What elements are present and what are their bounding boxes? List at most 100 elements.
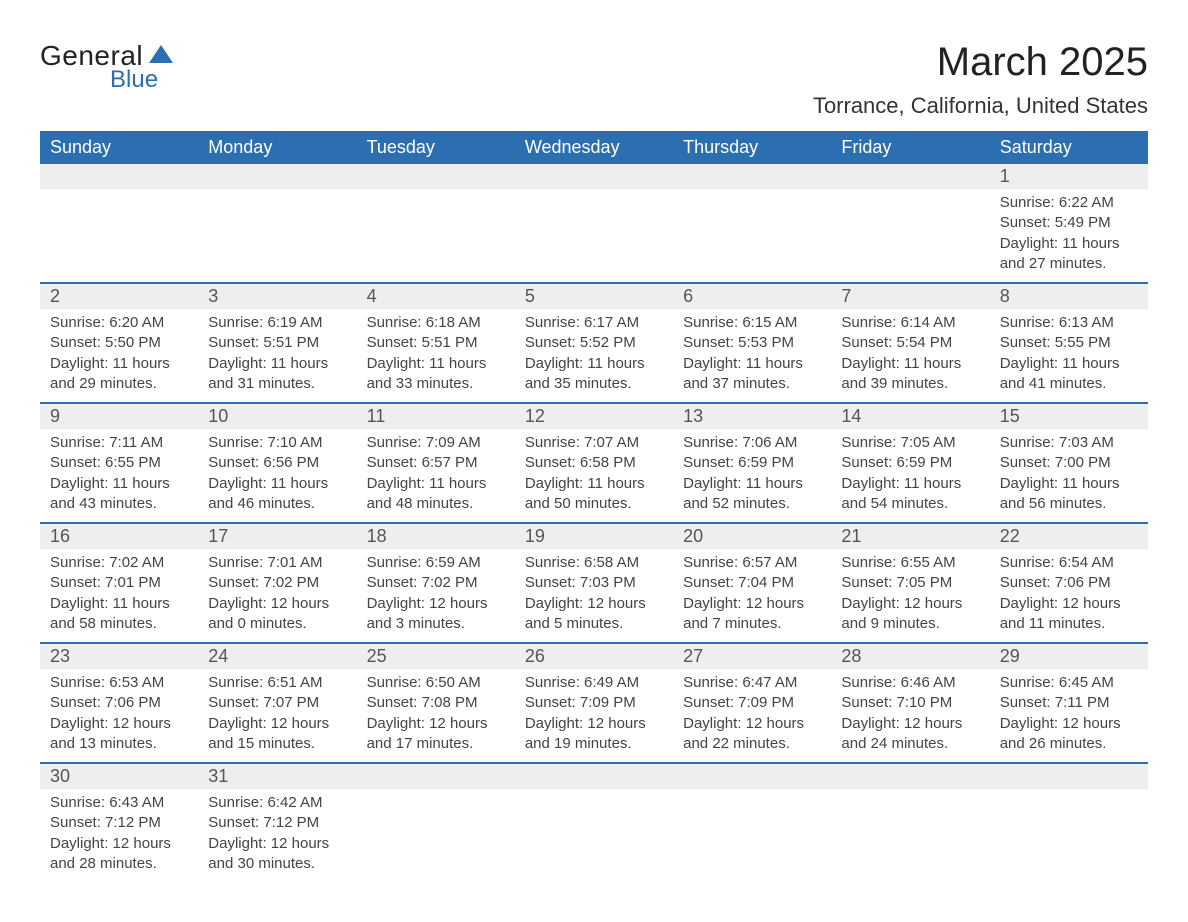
sunrise-line: Sunrise: 6:57 AM [683,553,821,573]
day-data-cell [831,789,989,882]
sunrise-line: Sunrise: 6:15 AM [683,313,821,333]
weekday-header: Wednesday [515,131,673,164]
day-number-cell [515,164,673,189]
sunset-line: Sunset: 5:51 PM [367,333,505,353]
daylight-line: Daylight: 11 hours and 52 minutes. [683,474,821,515]
day-number-cell: 1 [990,164,1148,189]
day-data-cell: Sunrise: 7:11 AMSunset: 6:55 PMDaylight:… [40,429,198,523]
sunset-line: Sunset: 7:02 PM [208,573,346,593]
daylight-line: Daylight: 12 hours and 26 minutes. [1000,714,1138,755]
sunrise-line: Sunrise: 7:09 AM [367,433,505,453]
sunrise-line: Sunrise: 6:50 AM [367,673,505,693]
daylight-line: Daylight: 12 hours and 11 minutes. [1000,594,1138,635]
day-data-cell: Sunrise: 7:06 AMSunset: 6:59 PMDaylight:… [673,429,831,523]
sunrise-line: Sunrise: 6:55 AM [841,553,979,573]
day-number-cell: 23 [40,643,198,669]
sunrise-line: Sunrise: 6:13 AM [1000,313,1138,333]
daylight-line: Daylight: 11 hours and 37 minutes. [683,354,821,395]
sunset-line: Sunset: 7:03 PM [525,573,663,593]
day-number-cell: 18 [357,523,515,549]
daylight-line: Daylight: 11 hours and 35 minutes. [525,354,663,395]
sunset-line: Sunset: 7:01 PM [50,573,188,593]
day-data-cell [831,189,989,283]
sunrise-line: Sunrise: 6:49 AM [525,673,663,693]
day-number-cell [357,763,515,789]
sunrise-line: Sunrise: 6:46 AM [841,673,979,693]
day-number-cell: 27 [673,643,831,669]
sunrise-line: Sunrise: 6:18 AM [367,313,505,333]
sunset-line: Sunset: 7:05 PM [841,573,979,593]
sunrise-line: Sunrise: 6:51 AM [208,673,346,693]
day-number-row: 23242526272829 [40,643,1148,669]
day-number-cell: 19 [515,523,673,549]
sunset-line: Sunset: 7:11 PM [1000,693,1138,713]
daylight-line: Daylight: 12 hours and 15 minutes. [208,714,346,755]
day-number-cell: 11 [357,403,515,429]
day-number-cell: 12 [515,403,673,429]
day-data-cell: Sunrise: 6:51 AMSunset: 7:07 PMDaylight:… [198,669,356,763]
day-number-cell: 14 [831,403,989,429]
daylight-line: Daylight: 11 hours and 46 minutes. [208,474,346,515]
sunrise-line: Sunrise: 6:14 AM [841,313,979,333]
sunrise-line: Sunrise: 6:17 AM [525,313,663,333]
day-data-cell: Sunrise: 7:05 AMSunset: 6:59 PMDaylight:… [831,429,989,523]
day-data-cell: Sunrise: 6:59 AMSunset: 7:02 PMDaylight:… [357,549,515,643]
weekday-header-row: Sunday Monday Tuesday Wednesday Thursday… [40,131,1148,164]
weekday-header: Monday [198,131,356,164]
day-data-cell: Sunrise: 6:46 AMSunset: 7:10 PMDaylight:… [831,669,989,763]
daylight-line: Daylight: 12 hours and 24 minutes. [841,714,979,755]
sunset-line: Sunset: 5:55 PM [1000,333,1138,353]
day-number-cell [40,164,198,189]
day-data-cell: Sunrise: 6:14 AMSunset: 5:54 PMDaylight:… [831,309,989,403]
day-data-cell: Sunrise: 6:50 AMSunset: 7:08 PMDaylight:… [357,669,515,763]
weekday-header: Tuesday [357,131,515,164]
daylight-line: Daylight: 12 hours and 9 minutes. [841,594,979,635]
sunset-line: Sunset: 7:06 PM [50,693,188,713]
day-number-cell: 21 [831,523,989,549]
day-number-row: 3031 [40,763,1148,789]
title-block: March 2025 Torrance, California, United … [813,40,1148,119]
sunrise-line: Sunrise: 6:45 AM [1000,673,1138,693]
sunset-line: Sunset: 5:53 PM [683,333,821,353]
daylight-line: Daylight: 12 hours and 22 minutes. [683,714,821,755]
sunset-line: Sunset: 7:02 PM [367,573,505,593]
month-title: March 2025 [813,40,1148,85]
sunset-line: Sunset: 6:55 PM [50,453,188,473]
day-number-cell: 16 [40,523,198,549]
logo: General Blue [40,40,175,94]
day-data-row: Sunrise: 7:11 AMSunset: 6:55 PMDaylight:… [40,429,1148,523]
sunrise-line: Sunrise: 7:05 AM [841,433,979,453]
daylight-line: Daylight: 12 hours and 13 minutes. [50,714,188,755]
day-data-row: Sunrise: 6:20 AMSunset: 5:50 PMDaylight:… [40,309,1148,403]
day-data-cell: Sunrise: 6:55 AMSunset: 7:05 PMDaylight:… [831,549,989,643]
daylight-line: Daylight: 11 hours and 41 minutes. [1000,354,1138,395]
daylight-line: Daylight: 11 hours and 54 minutes. [841,474,979,515]
day-data-cell: Sunrise: 7:02 AMSunset: 7:01 PMDaylight:… [40,549,198,643]
weekday-header: Sunday [40,131,198,164]
sunset-line: Sunset: 6:57 PM [367,453,505,473]
day-number-cell: 22 [990,523,1148,549]
daylight-line: Daylight: 11 hours and 31 minutes. [208,354,346,395]
day-data-cell: Sunrise: 7:09 AMSunset: 6:57 PMDaylight:… [357,429,515,523]
daylight-line: Daylight: 12 hours and 3 minutes. [367,594,505,635]
day-number-row: 16171819202122 [40,523,1148,549]
day-data-cell: Sunrise: 6:54 AMSunset: 7:06 PMDaylight:… [990,549,1148,643]
sunset-line: Sunset: 5:52 PM [525,333,663,353]
day-number-cell: 8 [990,283,1148,309]
day-data-cell: Sunrise: 7:01 AMSunset: 7:02 PMDaylight:… [198,549,356,643]
day-number-cell: 5 [515,283,673,309]
sunset-line: Sunset: 6:56 PM [208,453,346,473]
calendar-container: General Blue March 2025 Torrance, Califo… [40,40,1148,882]
day-number-cell: 6 [673,283,831,309]
day-data-row: Sunrise: 6:43 AMSunset: 7:12 PMDaylight:… [40,789,1148,882]
day-data-cell [40,189,198,283]
sunrise-line: Sunrise: 7:10 AM [208,433,346,453]
header: General Blue March 2025 Torrance, Califo… [40,40,1148,119]
day-number-cell: 31 [198,763,356,789]
day-number-cell: 7 [831,283,989,309]
day-number-row: 9101112131415 [40,403,1148,429]
location: Torrance, California, United States [813,93,1148,119]
calendar-table: Sunday Monday Tuesday Wednesday Thursday… [40,131,1148,882]
day-data-row: Sunrise: 6:53 AMSunset: 7:06 PMDaylight:… [40,669,1148,763]
weekday-header: Friday [831,131,989,164]
